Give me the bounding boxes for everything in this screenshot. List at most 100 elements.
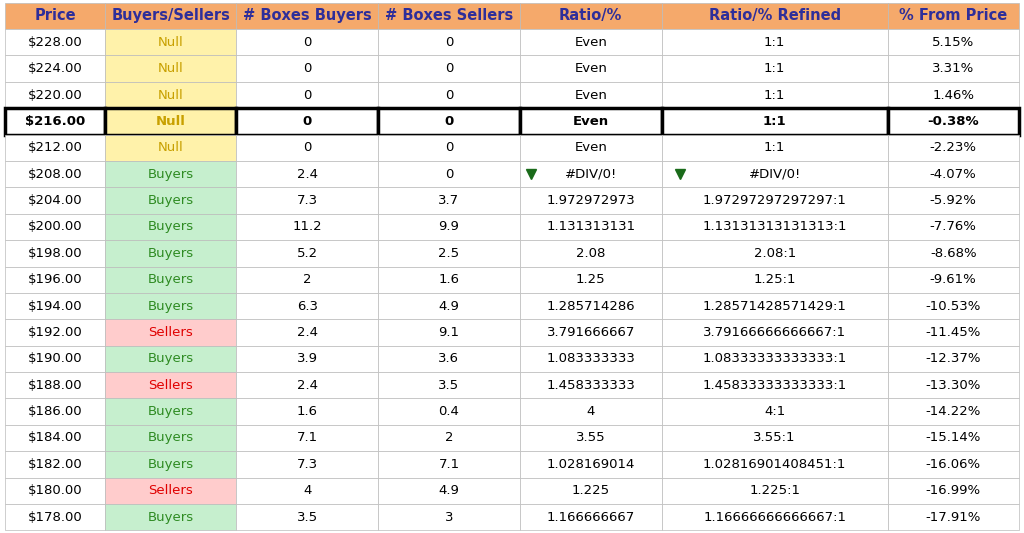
- Text: 2.08: 2.08: [577, 247, 605, 260]
- Bar: [888, 3, 1019, 29]
- Text: 1:1: 1:1: [764, 88, 785, 101]
- Text: Buyers: Buyers: [147, 247, 194, 260]
- Text: 1.45833333333333:1: 1.45833333333333:1: [702, 379, 847, 392]
- Bar: [237, 161, 378, 188]
- Bar: [104, 399, 237, 425]
- Bar: [888, 451, 1019, 478]
- Text: 3.9: 3.9: [297, 352, 317, 365]
- Text: $188.00: $188.00: [28, 379, 82, 392]
- Text: $182.00: $182.00: [28, 458, 82, 471]
- Bar: [378, 293, 520, 319]
- Bar: [888, 108, 1019, 134]
- Bar: [520, 3, 662, 29]
- Text: $198.00: $198.00: [28, 247, 82, 260]
- Bar: [662, 504, 888, 530]
- Text: -0.38%: -0.38%: [928, 115, 979, 128]
- Text: $192.00: $192.00: [28, 326, 82, 339]
- Bar: [237, 108, 378, 134]
- Bar: [5, 504, 104, 530]
- Bar: [378, 372, 520, 399]
- Text: 1.225:1: 1.225:1: [750, 484, 800, 497]
- Text: -4.07%: -4.07%: [930, 168, 977, 181]
- Bar: [662, 478, 888, 504]
- Text: 0: 0: [444, 88, 454, 101]
- Bar: [520, 188, 662, 214]
- Text: 0: 0: [303, 88, 311, 101]
- Text: 1.6: 1.6: [297, 405, 317, 418]
- Text: -11.45%: -11.45%: [926, 326, 981, 339]
- Bar: [5, 3, 104, 29]
- Bar: [104, 161, 237, 188]
- Bar: [888, 82, 1019, 108]
- Bar: [378, 161, 520, 188]
- Text: $180.00: $180.00: [28, 484, 82, 497]
- Bar: [104, 266, 237, 293]
- Bar: [520, 478, 662, 504]
- Text: $178.00: $178.00: [28, 511, 82, 523]
- Bar: [888, 372, 1019, 399]
- Text: Even: Even: [574, 141, 607, 154]
- Bar: [5, 319, 104, 346]
- Text: -16.06%: -16.06%: [926, 458, 981, 471]
- Text: $196.00: $196.00: [28, 273, 82, 286]
- Bar: [662, 372, 888, 399]
- Bar: [888, 399, 1019, 425]
- Bar: [662, 346, 888, 372]
- Bar: [520, 214, 662, 240]
- Bar: [104, 188, 237, 214]
- Bar: [378, 3, 520, 29]
- Bar: [888, 504, 1019, 530]
- Text: 1.25: 1.25: [575, 273, 605, 286]
- Text: 1.225: 1.225: [571, 484, 610, 497]
- Bar: [662, 214, 888, 240]
- Text: -7.76%: -7.76%: [930, 221, 977, 233]
- Bar: [237, 319, 378, 346]
- Text: 9.9: 9.9: [438, 221, 460, 233]
- Bar: [237, 240, 378, 266]
- Bar: [5, 161, 104, 188]
- Bar: [104, 29, 237, 55]
- Text: 7.1: 7.1: [297, 432, 317, 445]
- Bar: [237, 29, 378, 55]
- Bar: [662, 425, 888, 451]
- Bar: [520, 240, 662, 266]
- Text: Price: Price: [34, 9, 76, 23]
- Text: 4: 4: [303, 484, 311, 497]
- Text: 1.285714286: 1.285714286: [547, 300, 635, 312]
- Text: 0: 0: [302, 115, 311, 128]
- Bar: [237, 188, 378, 214]
- Text: 2.5: 2.5: [438, 247, 460, 260]
- Text: Buyers: Buyers: [147, 352, 194, 365]
- Text: $212.00: $212.00: [28, 141, 83, 154]
- Bar: [5, 188, 104, 214]
- Bar: [5, 293, 104, 319]
- Bar: [520, 108, 662, 134]
- Bar: [5, 240, 104, 266]
- Text: Buyers: Buyers: [147, 168, 194, 181]
- Text: 2.4: 2.4: [297, 168, 317, 181]
- Text: -16.99%: -16.99%: [926, 484, 981, 497]
- Text: Even: Even: [574, 36, 607, 49]
- Bar: [378, 188, 520, 214]
- Text: -17.91%: -17.91%: [926, 511, 981, 523]
- Text: 2.08:1: 2.08:1: [754, 247, 796, 260]
- Bar: [378, 55, 520, 82]
- Text: Buyers: Buyers: [147, 194, 194, 207]
- Text: 0.4: 0.4: [438, 405, 460, 418]
- Bar: [888, 214, 1019, 240]
- Text: $220.00: $220.00: [28, 88, 82, 101]
- Bar: [662, 135, 888, 161]
- Text: 0: 0: [303, 62, 311, 75]
- Text: 1:1: 1:1: [764, 36, 785, 49]
- Bar: [5, 425, 104, 451]
- Text: 1.028169014: 1.028169014: [547, 458, 635, 471]
- Text: 2.4: 2.4: [297, 326, 317, 339]
- Text: Even: Even: [572, 115, 609, 128]
- Text: 3.55:1: 3.55:1: [754, 432, 796, 445]
- Text: 1.6: 1.6: [438, 273, 460, 286]
- Bar: [5, 108, 104, 134]
- Bar: [237, 135, 378, 161]
- Bar: [104, 82, 237, 108]
- Text: -14.22%: -14.22%: [926, 405, 981, 418]
- Text: 1.972972973: 1.972972973: [547, 194, 635, 207]
